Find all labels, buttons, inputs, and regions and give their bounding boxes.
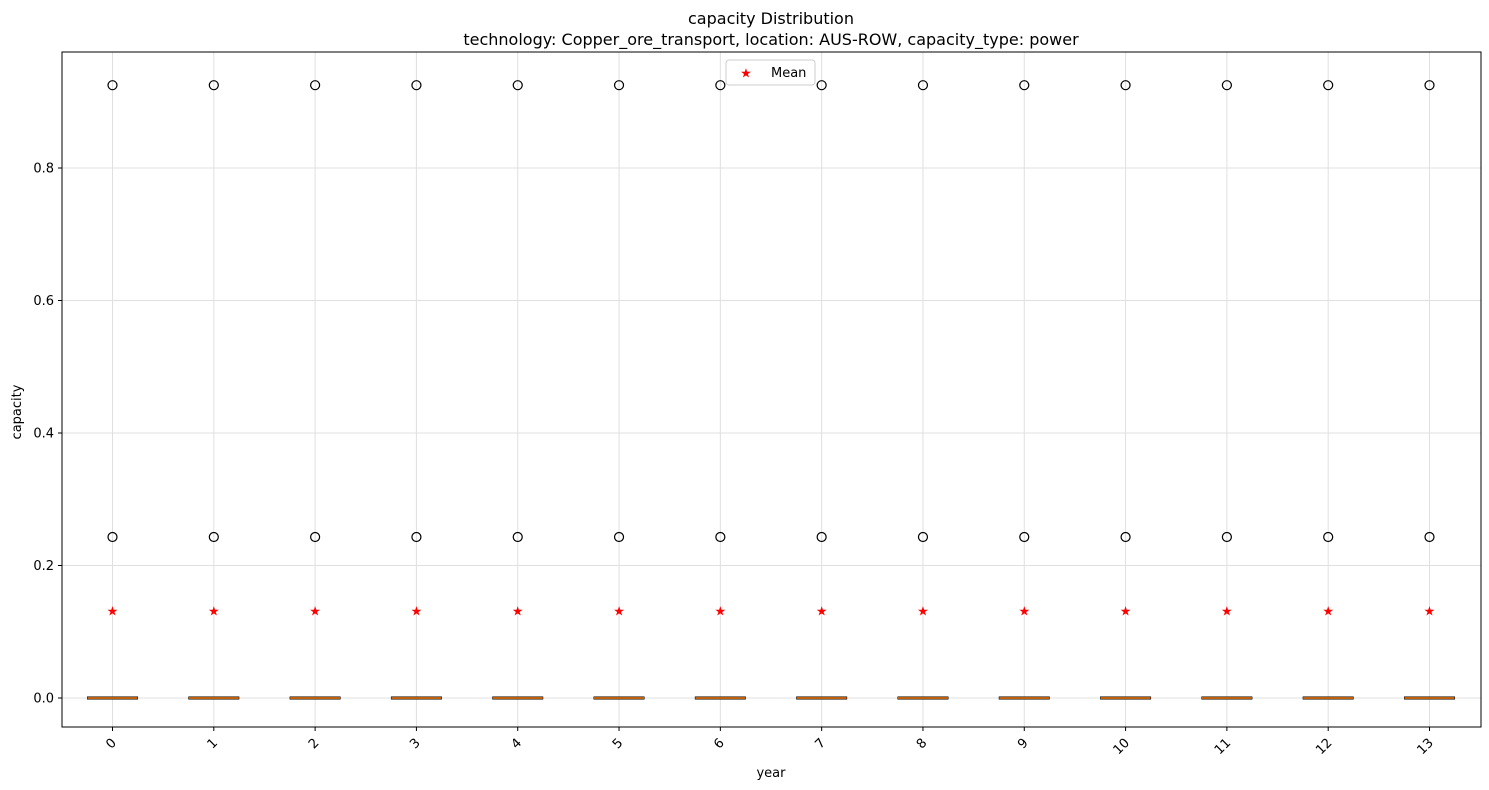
mean-marker: ★ [411,605,423,620]
x-axis-label: year [756,766,786,781]
outlier-point [310,80,321,91]
outlier-point [1323,80,1334,91]
outlier-point [917,531,929,543]
box-group: ★ [998,80,1050,700]
outlier-point [1120,80,1131,91]
mean-marker: ★ [107,605,119,620]
legend-label-mean: Mean [771,66,806,81]
x-tick-label: 9 [1015,736,1031,752]
outlier-point [411,531,422,543]
outlier-point [310,531,321,543]
mean-marker: ★ [309,605,321,620]
x-tick-label: 4 [509,736,525,752]
outlier-point [613,531,625,543]
mean-marker: ★ [917,605,929,620]
chart-subtitle: technology: Copper_ore_transport, locati… [463,30,1079,50]
chart-title: capacity Distribution [688,9,854,28]
mean-marker: ★ [1424,605,1436,620]
x-tick-label: 13 [1414,736,1436,758]
outlier-point [715,80,726,91]
mean-marker: ★ [816,605,828,620]
box-group: ★ [188,80,240,700]
outlier-point [613,80,625,91]
grid-lines [62,52,1481,727]
mean-marker: ★ [208,605,220,620]
outlier-point [715,531,726,543]
mean-marker: ★ [512,605,524,620]
box-group: ★ [897,80,949,700]
x-tick-label: 12 [1313,736,1335,758]
outlier-point [1019,80,1030,91]
box-group: ★ [796,80,848,700]
outlier-point [107,80,118,91]
outlier-point [917,80,929,91]
legend-box [725,59,816,86]
outlier-point [1323,531,1334,543]
y-tick-label: 0.2 [33,559,54,574]
outlier-point [512,80,523,91]
x-tick-label: 2 [306,736,322,752]
legend: ★ Mean [725,59,816,86]
x-tick-label: 6 [711,736,727,752]
box-group: ★ [1404,80,1455,700]
plot-frame [61,51,1482,728]
legend-marker-star-icon: ★ [740,67,752,82]
outlier-point [1221,80,1232,91]
x-tick-label: 3 [407,736,423,752]
outlier-point [512,531,523,543]
x-tick-label: 1 [205,736,221,752]
box-group: ★ [87,80,138,700]
outlier-point [107,531,118,543]
box-group: ★ [492,80,544,700]
box-group: ★ [1201,80,1253,700]
x-tick-label: 7 [812,736,828,752]
x-tick-label: 8 [914,736,930,752]
outlier-point [411,80,422,91]
box-group: ★ [390,80,442,700]
box-group: ★ [1302,80,1354,700]
y-tick-label: 0.6 [33,294,54,309]
x-tick-label: 5 [610,736,626,752]
y-axis-ticks: 0.0 0.2 0.4 0.6 0.8 [33,162,62,707]
outlier-point [1019,531,1030,543]
y-tick-label: 0.4 [33,427,54,442]
mean-marker: ★ [1322,605,1334,620]
x-tick-label: 10 [1111,736,1133,758]
outlier-point [816,80,827,91]
y-axis-label: capacity [10,384,25,439]
outlier-point [1424,531,1435,543]
outlier-point [1424,80,1435,91]
outlier-point [208,80,219,91]
outlier-point [208,531,219,543]
box-group: ★ [694,80,746,700]
box-plot-series: ★ ★ ★ ★ ★ ★ ★ ★ ★ ★ ★ ★ ★ ★ [87,80,1455,700]
outlier-point [1221,531,1232,543]
mean-marker: ★ [1018,605,1030,620]
mean-marker: ★ [613,605,625,620]
outlier-point [1120,531,1131,543]
x-axis-ticks: 0 1 2 3 4 5 6 7 8 9 10 11 12 13 [103,727,1437,758]
y-tick-label: 0.0 [33,692,54,707]
y-tick-label: 0.8 [33,162,54,177]
x-tick-label: 0 [103,736,119,752]
box-group: ★ [289,80,341,700]
box-group: ★ [1100,80,1152,700]
box-group: ★ [593,80,645,700]
outlier-point [816,531,827,543]
x-tick-label: 11 [1212,736,1234,758]
mean-marker: ★ [715,605,727,620]
mean-marker: ★ [1120,605,1132,620]
axes [61,51,1482,728]
mean-marker: ★ [1221,605,1233,620]
